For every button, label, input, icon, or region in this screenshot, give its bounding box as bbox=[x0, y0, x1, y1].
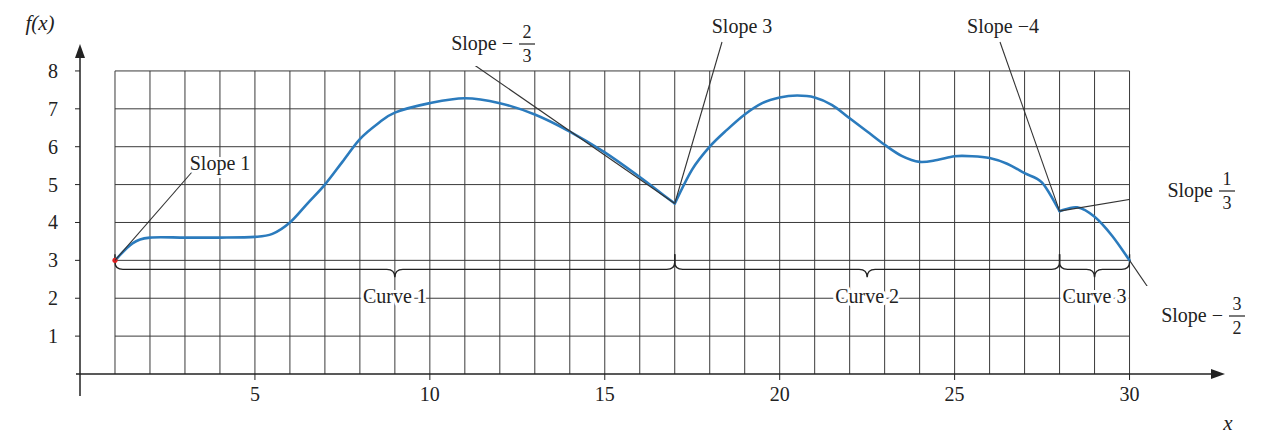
annotation-text: Slope − bbox=[1161, 304, 1223, 327]
y-tick bbox=[75, 108, 80, 109]
annotation-bg bbox=[430, 14, 542, 66]
curve-line bbox=[675, 96, 1060, 212]
x-tick bbox=[1129, 374, 1130, 380]
y-tick-label: 7 bbox=[48, 98, 58, 120]
curve-brace bbox=[1060, 254, 1130, 277]
annotation-pointer bbox=[675, 42, 722, 204]
y-axis-arrow bbox=[75, 44, 85, 58]
x-tick bbox=[429, 374, 430, 380]
annotation-text: Slope −4 bbox=[967, 15, 1039, 38]
x-tick-label: 5 bbox=[250, 383, 260, 405]
annotation-numerator: 2 bbox=[523, 22, 532, 42]
grid-line-y bbox=[115, 222, 1130, 223]
annotation-numerator: 1 bbox=[1223, 169, 1232, 189]
annotation-bg bbox=[1140, 286, 1252, 338]
series-group bbox=[112, 96, 1129, 263]
y-axis-label: f(x) bbox=[25, 11, 54, 35]
x-tick-label: 30 bbox=[1120, 383, 1140, 405]
grid-line-y bbox=[115, 336, 1130, 337]
annotation-text: Slope 3 bbox=[712, 15, 773, 38]
annotation-label: Slope − 3 2 bbox=[1140, 286, 1252, 338]
annotation-text: Slope − bbox=[451, 32, 513, 55]
x-axis-arrow bbox=[1211, 369, 1225, 379]
y-tick bbox=[75, 70, 80, 71]
annotation-pointer bbox=[1000, 42, 1060, 211]
fraction-bar bbox=[519, 43, 535, 44]
chart: 5101520253012345678f(x)xCurve 1Curve 2Cu… bbox=[0, 0, 1288, 439]
annotation-text: Slope 1 bbox=[190, 152, 251, 175]
grid-line-y bbox=[115, 260, 1130, 261]
grid bbox=[115, 71, 1130, 374]
y-tick-label: 5 bbox=[48, 174, 58, 196]
fraction-bar bbox=[1219, 190, 1235, 191]
grid-line-y bbox=[115, 184, 1130, 185]
curve-line bbox=[1060, 207, 1130, 260]
x-tick-label: 15 bbox=[595, 383, 615, 405]
x-tick bbox=[254, 374, 255, 380]
annotation-label: Slope 3 bbox=[712, 15, 773, 38]
x-axis bbox=[76, 373, 1215, 375]
curve-label: Curve 2 bbox=[835, 285, 899, 307]
y-tick-label: 6 bbox=[48, 136, 58, 158]
x-tick-label: 10 bbox=[420, 383, 440, 405]
grid-line-y bbox=[115, 146, 1130, 147]
curve-label: Curve 3 bbox=[1063, 285, 1127, 307]
grid-line-y bbox=[115, 108, 1130, 109]
y-axis bbox=[79, 54, 81, 396]
annotation-label: Slope 1 bbox=[190, 152, 251, 175]
curve-labels: Curve 1 Curve 2 Curve 3 bbox=[115, 254, 1130, 307]
y-tick-label: 2 bbox=[48, 287, 58, 309]
annotation-denominator: 3 bbox=[523, 46, 532, 66]
y-tick-label: 4 bbox=[48, 211, 58, 233]
y-tick bbox=[75, 184, 80, 185]
axes: 5 10 15 20 25 30 1 2 3 4 5 6 7 8 bbox=[48, 44, 1225, 405]
annotation-text: Slope bbox=[1167, 179, 1213, 202]
x-tick-label: 25 bbox=[945, 383, 965, 405]
grid-line-y bbox=[115, 298, 1130, 299]
annotation-label: Slope − 2 3 bbox=[430, 14, 542, 66]
annotations: Slope 1Slope −23Slope 3Slope −4Slope13Sl… bbox=[115, 14, 1252, 338]
annotation-label: Slope 1 3 bbox=[1130, 161, 1242, 213]
annotation-denominator: 2 bbox=[1233, 318, 1242, 338]
y-tick-label: 3 bbox=[48, 249, 58, 271]
fraction-bar bbox=[1229, 315, 1245, 316]
y-tick bbox=[75, 146, 80, 147]
annotation-denominator: 3 bbox=[1223, 193, 1232, 213]
y-tick-label: 8 bbox=[48, 60, 58, 82]
x-tick bbox=[779, 374, 780, 380]
x-tick bbox=[604, 374, 605, 380]
grid-line-y bbox=[115, 70, 1130, 71]
curve-label: Curve 1 bbox=[363, 285, 427, 307]
x-tick bbox=[954, 374, 955, 380]
y-tick-label: 1 bbox=[48, 325, 58, 347]
annotation-pointer bbox=[115, 172, 192, 260]
curve-line bbox=[115, 98, 675, 260]
annotation-pointer bbox=[470, 62, 675, 204]
y-tick bbox=[75, 222, 80, 223]
annotation-label: Slope −4 bbox=[967, 15, 1039, 38]
y-tick bbox=[75, 336, 80, 337]
curve-brace bbox=[675, 254, 1060, 277]
annotation-numerator: 3 bbox=[1233, 294, 1242, 314]
y-tick bbox=[75, 260, 80, 261]
annotation-bg bbox=[1130, 161, 1242, 213]
x-axis-label: x bbox=[1222, 411, 1233, 435]
x-tick-label: 20 bbox=[770, 383, 790, 405]
y-tick bbox=[75, 298, 80, 299]
curve-brace bbox=[115, 254, 675, 277]
